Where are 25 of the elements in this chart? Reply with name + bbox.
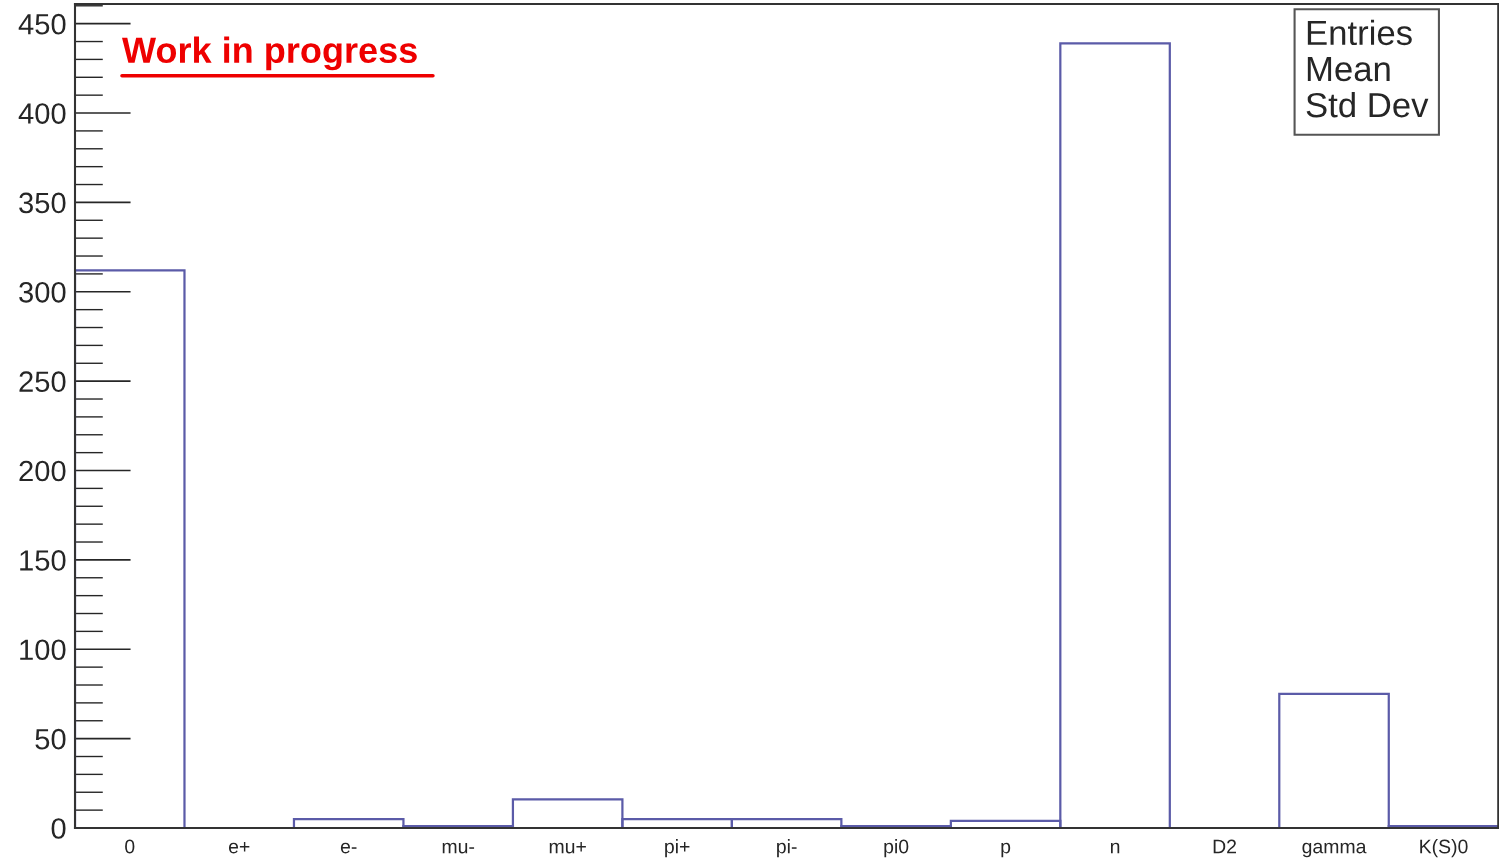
annotation: Entries Mean Std Dev: [1306, 19, 1429, 118]
x-tick-label: n: [1110, 842, 1120, 854]
y-tick-label: 150: [20, 550, 66, 571]
x-tick-label: mu+: [549, 841, 586, 854]
x-tick-label: D2: [1213, 839, 1236, 854]
y-tick-label: 200: [19, 460, 66, 482]
y-tick-label: 350: [19, 192, 66, 214]
x-tick-label: K(S)0: [1420, 839, 1468, 858]
y-tick-label: 50: [35, 728, 66, 750]
annotation: Work in progress: [122, 36, 417, 71]
y-tick-label: 450: [18, 13, 66, 35]
x-tick-label: pi-: [777, 839, 797, 858]
x-tick-label: gamma: [1302, 842, 1367, 858]
x-tick-label: e+: [228, 841, 250, 854]
x-tick-label: mu-: [442, 842, 475, 854]
x-tick-label: pi+: [665, 839, 690, 858]
y-tick-label: 300: [19, 281, 66, 303]
x-tick-label: 0: [125, 839, 135, 854]
y-tick-label: 0: [51, 818, 66, 839]
y-tick-label: 400: [18, 103, 66, 124]
y-tick-label: 250: [19, 371, 66, 392]
x-tick-label: pi0: [884, 839, 909, 858]
y-tick-label: 100: [20, 639, 66, 661]
x-tick-label: e-: [340, 842, 357, 854]
x-tick-label: p: [1001, 842, 1011, 858]
